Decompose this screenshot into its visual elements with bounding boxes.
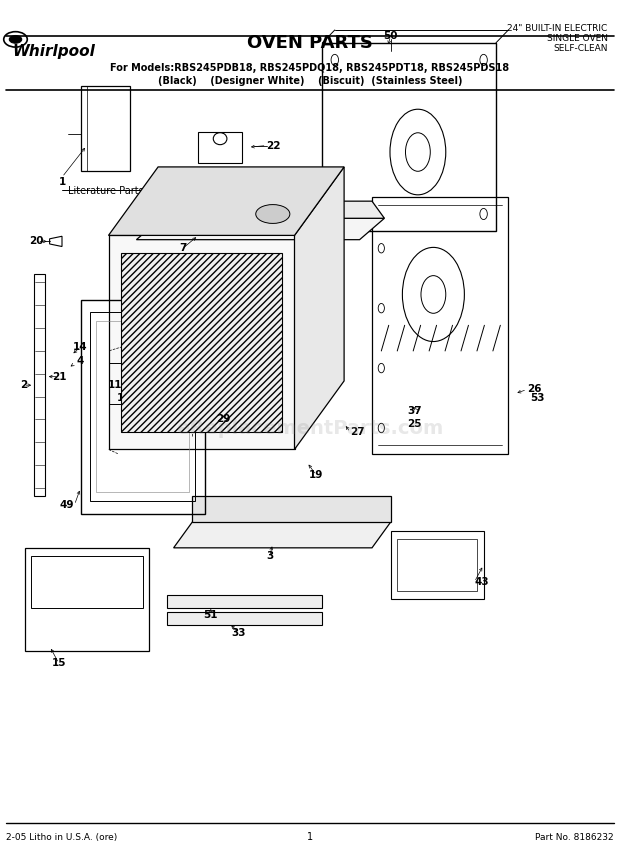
Text: 3: 3 (266, 551, 273, 562)
Polygon shape (192, 496, 391, 522)
Text: Whirlpool: Whirlpool (12, 44, 95, 59)
Text: 21: 21 (51, 372, 66, 382)
Polygon shape (294, 167, 344, 449)
Text: 51: 51 (203, 609, 218, 620)
Text: (Black)    (Designer White)    (Biscuit)  (Stainless Steel): (Black) (Designer White) (Biscuit) (Stai… (157, 76, 463, 86)
Ellipse shape (255, 205, 290, 223)
Text: 25: 25 (407, 419, 422, 429)
Bar (397, 539, 477, 591)
Text: 9: 9 (173, 382, 180, 392)
Text: 12: 12 (129, 382, 144, 392)
Text: 4: 4 (77, 356, 84, 366)
Text: For Models:RBS245PDB18, RBS245PDQ18, RBS245PDT18, RBS245PDS18: For Models:RBS245PDB18, RBS245PDQ18, RBS… (110, 63, 510, 74)
Text: 29: 29 (216, 414, 231, 425)
Text: 14: 14 (73, 342, 88, 352)
Text: Part No. 8186232: Part No. 8186232 (535, 833, 614, 841)
Text: 27: 27 (350, 427, 365, 437)
Text: 50: 50 (383, 31, 398, 41)
Text: 15: 15 (51, 658, 66, 669)
Text: 20: 20 (29, 236, 43, 247)
Text: 1: 1 (307, 832, 313, 842)
Ellipse shape (9, 36, 22, 44)
Bar (34, 274, 45, 496)
Polygon shape (108, 167, 344, 235)
Text: 24" BUILT-IN ELECTRIC
SINGLE OVEN
SELF-CLEAN: 24" BUILT-IN ELECTRIC SINGLE OVEN SELF-C… (507, 24, 608, 53)
Bar (372, 197, 508, 454)
Text: OVEN PARTS: OVEN PARTS (247, 33, 373, 52)
Bar (25, 548, 149, 651)
Text: 10: 10 (117, 393, 131, 403)
Polygon shape (136, 218, 384, 240)
Bar (322, 43, 496, 231)
Text: 53: 53 (530, 393, 544, 403)
Polygon shape (167, 595, 322, 608)
Polygon shape (174, 522, 391, 548)
Bar (81, 300, 205, 514)
Bar (391, 531, 484, 599)
Text: 22: 22 (267, 140, 281, 151)
Text: 26: 26 (527, 384, 541, 395)
Polygon shape (167, 612, 322, 625)
Text: Literature Parts: Literature Parts (68, 186, 143, 196)
Text: 2-05 Litho in U.S.A. (ore): 2-05 Litho in U.S.A. (ore) (6, 833, 117, 841)
Text: 7: 7 (179, 243, 187, 253)
Bar (90, 312, 195, 501)
Bar (31, 556, 143, 608)
Polygon shape (149, 201, 384, 218)
Text: 11: 11 (107, 380, 122, 390)
Text: 37: 37 (407, 406, 422, 416)
Bar (121, 253, 282, 432)
Bar (198, 132, 242, 163)
Text: 1: 1 (58, 177, 66, 187)
Text: 33: 33 (231, 628, 246, 639)
Text: 49: 49 (60, 500, 74, 510)
Bar (81, 86, 130, 171)
Text: 19: 19 (309, 470, 324, 480)
Bar (96, 321, 189, 492)
Bar (108, 363, 192, 404)
Text: 2: 2 (20, 380, 27, 390)
Bar (108, 235, 294, 449)
Text: 43: 43 (474, 577, 489, 587)
Text: eReplacementParts.com: eReplacementParts.com (176, 419, 444, 437)
